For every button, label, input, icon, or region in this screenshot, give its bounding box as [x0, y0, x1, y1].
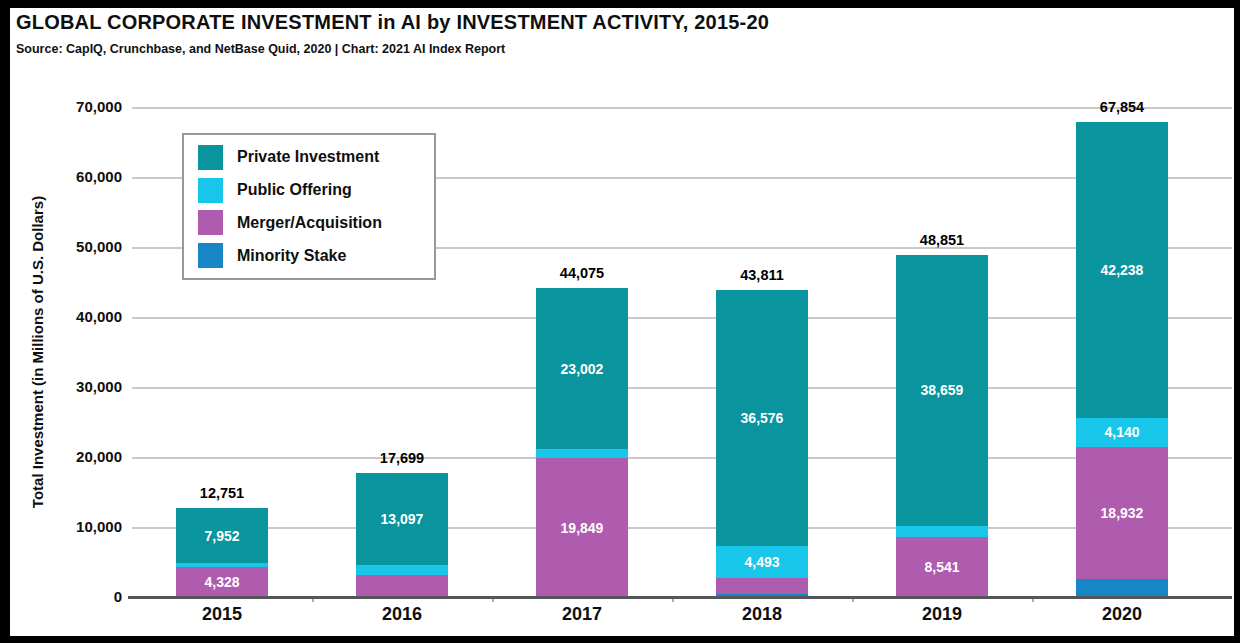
- y-tick-label: 0: [18, 588, 122, 605]
- bar-segment-label: 42,238: [1076, 262, 1168, 278]
- bar-total-label: 17,699: [342, 450, 462, 466]
- bar-segment: [716, 578, 808, 594]
- bar-segment: [896, 526, 988, 538]
- bar-total-label: 12,751: [162, 485, 282, 501]
- bar-total-label: 67,854: [1062, 99, 1182, 115]
- x-axis-line: [128, 596, 1232, 599]
- bar-segment: [356, 565, 448, 575]
- y-tick-label: 50,000: [18, 238, 122, 255]
- y-tick-label: 40,000: [18, 308, 122, 325]
- bar-segment-label: 4,493: [716, 554, 808, 570]
- legend-item-label: Private Investment: [237, 148, 379, 166]
- legend-item: Minority Stake: [198, 243, 426, 268]
- y-tick-label: 30,000: [18, 378, 122, 395]
- bar-segment-label: 38,659: [896, 382, 988, 398]
- bar-segment: [356, 575, 448, 597]
- legend-item: Merger/Acquisition: [198, 210, 426, 235]
- legend: Private Investment Public Offering Merger/…: [182, 133, 436, 280]
- bar-segment-label: 8,541: [896, 559, 988, 575]
- bar-segment: [536, 449, 628, 458]
- gridline: [132, 317, 1232, 319]
- legend-swatch: [198, 145, 223, 170]
- y-tick-label: 70,000: [18, 98, 122, 115]
- y-tick-label: 20,000: [18, 448, 122, 465]
- legend-swatch: [198, 178, 223, 203]
- legend-swatch: [198, 210, 223, 235]
- x-tick-label: 2020: [1062, 604, 1182, 625]
- bar-total-label: 44,075: [522, 265, 642, 281]
- bar: 19,849 23,002: [536, 288, 628, 597]
- bar: 13,097: [356, 473, 448, 597]
- page-title: GLOBAL CORPORATE INVESTMENT in AI by INV…: [16, 11, 769, 34]
- legend-item-label: Public Offering: [237, 181, 352, 199]
- legend-item-label: Minority Stake: [237, 247, 346, 265]
- legend-item: Public Offering: [198, 178, 426, 203]
- bar: 8,541 38,659: [896, 255, 988, 597]
- bar-segment-label: 23,002: [536, 361, 628, 377]
- bar-total-label: 43,811: [702, 267, 822, 283]
- bar-total-label: 48,851: [882, 232, 1002, 248]
- x-tick-label: 2016: [342, 604, 462, 625]
- bar-segment-label: 13,097: [356, 511, 448, 527]
- gridline: [132, 457, 1232, 459]
- legend-swatch: [198, 243, 223, 268]
- x-tick-label: 2015: [162, 604, 282, 625]
- bar-segment-label: 7,952: [176, 528, 268, 544]
- bar: 4,328 7,952: [176, 508, 268, 597]
- y-tick-label: 60,000: [18, 168, 122, 185]
- y-tick-label: 10,000: [18, 518, 122, 535]
- bar-segment: [1076, 579, 1168, 597]
- bar-segment-label: 19,849: [536, 520, 628, 536]
- bar-segment-label: 4,140: [1076, 424, 1168, 440]
- x-tick-label: 2019: [882, 604, 1002, 625]
- bar-segment-label: 18,932: [1076, 505, 1168, 521]
- bar-segment: [176, 563, 268, 566]
- gridline: [132, 387, 1232, 389]
- bar-segment-label: 36,576: [716, 410, 808, 426]
- source-line: Source: CapIQ, Crunchbase, and NetBase Q…: [16, 42, 505, 56]
- bar-segment-label: 4,328: [176, 574, 268, 590]
- chart-figure: GLOBAL CORPORATE INVESTMENT in AI by INV…: [0, 0, 1240, 643]
- legend-item-label: Merger/Acquisition: [237, 214, 382, 232]
- bar: 18,932 4,140 42,238: [1076, 122, 1168, 597]
- x-tick-label: 2017: [522, 604, 642, 625]
- legend-item: Private Investment: [198, 145, 426, 170]
- x-tick-label: 2018: [702, 604, 822, 625]
- bar: 4,493 36,576: [716, 290, 808, 597]
- gridline: [132, 527, 1232, 529]
